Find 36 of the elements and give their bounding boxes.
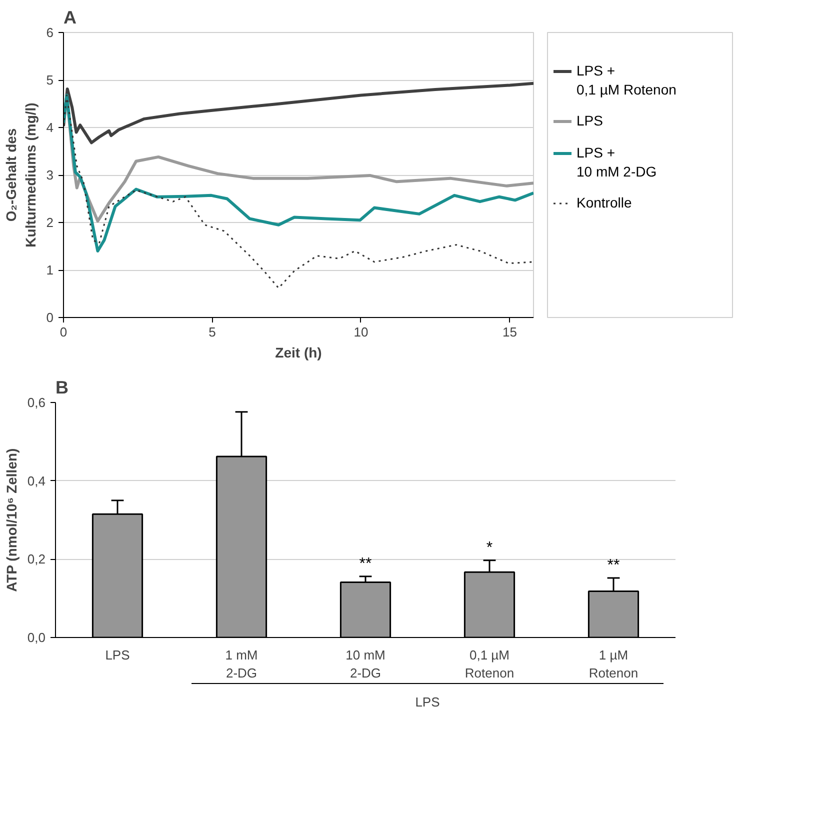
y-tick-label: 0,4 [27, 473, 46, 488]
line-series [64, 82, 534, 144]
x-tick-label: 5 [208, 324, 216, 340]
chart-title: B [56, 378, 68, 398]
y-tick-label: 2 [46, 215, 54, 230]
y-tick-label: 6 [46, 25, 54, 40]
x-tick-label: 15 [502, 324, 517, 340]
x-tick-label: 10 [354, 324, 368, 340]
y-axis-title: O₂-Gehalt des Kulturmediums (mg/l) [3, 102, 38, 248]
y-tick-label: 0,2 [27, 552, 46, 567]
y-tick-label: 0,0 [27, 630, 46, 645]
x-tick-label: 1 µM Rotenon [588, 648, 638, 680]
legend-label: LPS [576, 112, 603, 128]
y-tick-label: 0 [46, 310, 54, 325]
y-tick-label: 4 [46, 120, 54, 135]
x-axis-title: Zeit (h) [275, 344, 322, 360]
y-tick-label: 5 [46, 72, 54, 88]
chart-title: A [64, 8, 76, 28]
annotation: * [486, 539, 493, 556]
text: LPS [415, 694, 440, 710]
annotation: ** [607, 556, 620, 574]
line-series [64, 94, 534, 289]
x-tick-label: LPS [105, 648, 130, 662]
x-tick-label: 0 [60, 324, 68, 340]
legend-label: LPS + 0,1 µM Rotenon [576, 62, 676, 98]
legend-label: LPS + 10 mM 2-DG [576, 144, 657, 180]
y-tick-label: 0,6 [27, 395, 46, 410]
y-tick-label: 1 [46, 262, 54, 278]
y-tick-label: 3 [46, 168, 54, 182]
x-tick-label: 0,1 µM Rotenon [464, 648, 514, 680]
legend-label: Kontrolle [576, 194, 632, 210]
x-tick-label: 10 mM 2-DG [346, 648, 386, 680]
annotation: ** [359, 555, 372, 572]
line-series [64, 94, 534, 252]
x-tick-label: 1 mM 2-DG [225, 648, 258, 680]
y-axis-title: ATP (nmol/10⁶ Zellen) [3, 448, 20, 592]
